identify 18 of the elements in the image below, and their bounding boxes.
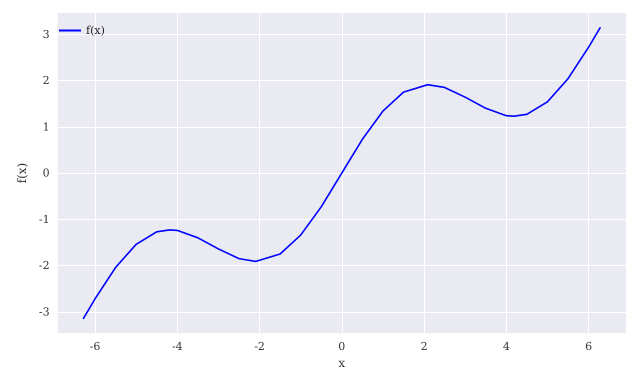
x-tick-label: -4 (172, 340, 183, 354)
x-axis-title: x (338, 356, 346, 370)
x-tick-label: -6 (90, 340, 100, 354)
line-series (82, 27, 601, 320)
y-tick-label: 3 (42, 28, 50, 41)
y-tick-label: 0 (42, 166, 50, 180)
y-tick-label: -3 (38, 305, 50, 318)
x-tick-label: 6 (585, 340, 592, 354)
y-tick-label: 1 (42, 120, 50, 134)
x-tick-label: -2 (254, 340, 265, 354)
x-tick-label: 4 (502, 340, 510, 354)
y-tick-label: -1 (38, 212, 50, 226)
x-tick-label: 0 (338, 340, 346, 354)
legend-label: f(x) (86, 24, 105, 37)
x-tick-label: 2 (420, 340, 428, 354)
y-axis-title: f(x) (15, 162, 29, 184)
y-tick-label: 2 (42, 74, 50, 88)
y-tick-label: -2 (38, 259, 50, 272)
